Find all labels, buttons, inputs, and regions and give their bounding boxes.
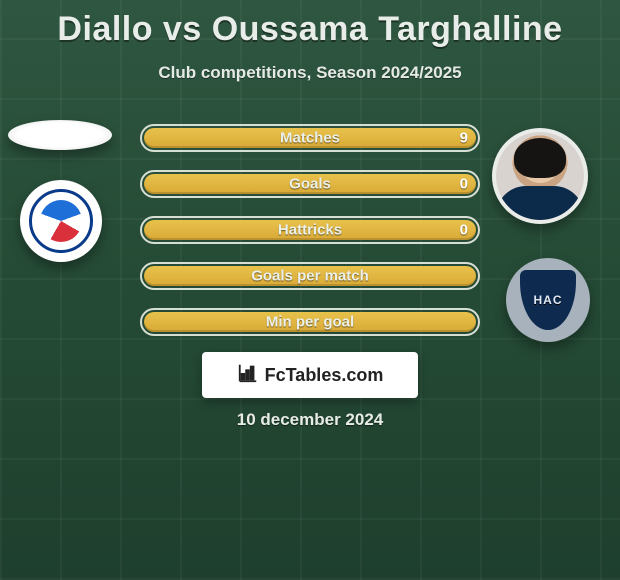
club-right-crest: HAC bbox=[506, 258, 590, 342]
stat-label: Min per goal bbox=[266, 314, 354, 331]
stat-row-goals-per-match: Goals per match bbox=[140, 262, 480, 290]
stat-row-matches: Matches 9 bbox=[140, 124, 480, 152]
stat-label: Goals per match bbox=[251, 268, 369, 285]
watermark: FcTables.com bbox=[202, 352, 418, 398]
stat-value-right: 0 bbox=[460, 176, 468, 193]
stat-value-right: 9 bbox=[460, 130, 468, 147]
chart-icon bbox=[237, 362, 259, 389]
stat-label: Matches bbox=[280, 130, 340, 147]
page-subtitle: Club competitions, Season 2024/2025 bbox=[0, 63, 620, 83]
stat-row-min-per-goal: Min per goal bbox=[140, 308, 480, 336]
stat-row-goals: Goals 0 bbox=[140, 170, 480, 198]
watermark-text: FcTables.com bbox=[265, 365, 384, 386]
player-left-avatar bbox=[8, 120, 112, 150]
player-right-avatar bbox=[492, 128, 588, 224]
club-right-shield: HAC bbox=[520, 270, 576, 330]
stat-row-hattricks: Hattricks 0 bbox=[140, 216, 480, 244]
stat-value-right: 0 bbox=[460, 222, 468, 239]
date-line: 10 december 2024 bbox=[0, 410, 620, 430]
stats-bars: Matches 9 Goals 0 Hattricks 0 Goals per … bbox=[140, 124, 480, 354]
club-left-crest bbox=[20, 180, 102, 262]
stat-label: Hattricks bbox=[278, 222, 342, 239]
club-left-crest-inner bbox=[29, 189, 93, 253]
page-title: Diallo vs Oussama Targhalline bbox=[0, 0, 620, 49]
stat-label: Goals bbox=[289, 176, 331, 193]
